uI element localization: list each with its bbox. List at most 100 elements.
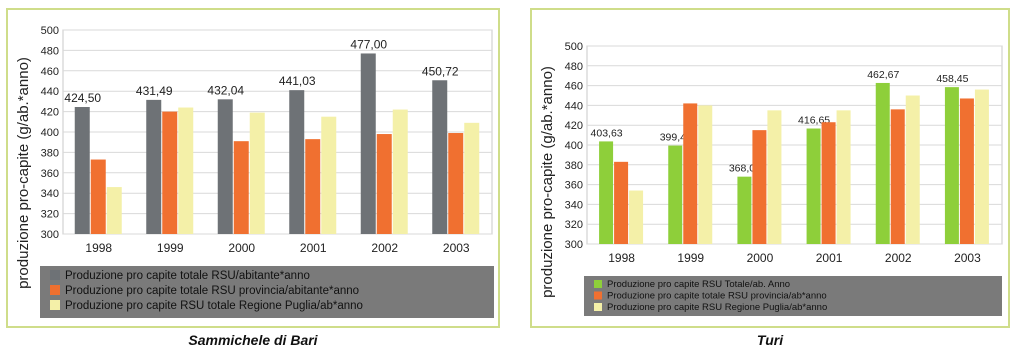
- bar: [162, 111, 178, 234]
- chart-panel-turi: 300 320 340 360 380 400 420 440 460 480 500 produzi…: [530, 8, 1010, 328]
- bar: [305, 139, 321, 234]
- y-tick-label: 480: [565, 61, 583, 73]
- data-label: 441,03: [279, 74, 316, 88]
- bar: [599, 141, 614, 244]
- data-label: 458,45: [936, 73, 968, 85]
- chart-svg-turi: 300 320 340 360 380 400 420 440 460 480 500 produzi…: [539, 41, 1003, 316]
- x-tick-label: 2002: [371, 241, 398, 255]
- bar: [74, 107, 90, 234]
- chart-svg-sammichele: 300 320 340 360 380 400 420 440 460 480 500 produzi…: [15, 25, 494, 318]
- bar: [767, 110, 782, 244]
- legend-label: Produzione pro capite totale RSU provinc…: [65, 285, 359, 297]
- bar: [806, 128, 821, 244]
- legend-label: Produzione pro capite RSU Totale/ab. Ann…: [607, 279, 790, 290]
- bar: [90, 159, 106, 234]
- data-label: 403,63: [591, 127, 623, 139]
- bar: [432, 80, 448, 235]
- bar: [376, 134, 392, 234]
- legend-label: Produzione pro capite RSU totale Regione…: [65, 300, 363, 312]
- y-tick-label: 480: [41, 45, 59, 57]
- y-tick-label: 360: [565, 180, 583, 192]
- bar: [959, 98, 974, 244]
- bar: [360, 53, 376, 235]
- bar: [178, 107, 194, 234]
- legend-swatch: [50, 285, 60, 295]
- x-tick-label: 1998: [85, 241, 112, 255]
- bar: [464, 122, 480, 234]
- legend-box: [584, 276, 1002, 316]
- legend-label: Produzione pro capite totale RSU provinc…: [607, 291, 827, 302]
- y-tick-label: 340: [565, 199, 583, 211]
- data-label: 432,04: [207, 83, 244, 97]
- bar: [698, 105, 713, 245]
- x-tick-label: 2002: [885, 251, 912, 265]
- y-tick-label: 300: [565, 239, 583, 251]
- y-tick-label: 440: [41, 86, 59, 98]
- y-tick-label: 300: [41, 229, 59, 241]
- legend-swatch: [50, 300, 60, 310]
- bar: [683, 103, 698, 244]
- y-tick-label: 460: [565, 81, 583, 93]
- bar: [752, 130, 767, 244]
- bar: [890, 109, 905, 244]
- bar: [836, 110, 851, 244]
- bar: [668, 145, 683, 244]
- bar: [233, 141, 249, 234]
- bar: [448, 133, 464, 234]
- y-tick-label: 460: [41, 66, 59, 78]
- x-tick-label: 1999: [157, 241, 184, 255]
- bar: [905, 95, 920, 244]
- bar: [321, 116, 337, 234]
- data-label: 462,67: [867, 69, 899, 81]
- y-axis-label: produzione pro-capite (g/ab.*anno): [539, 66, 556, 298]
- y-axis-label: produzione pro-capite (g/ab.*anno): [15, 57, 32, 289]
- legend-swatch: [50, 270, 60, 280]
- caption-sammichele: Sammichele di Bari: [188, 332, 318, 348]
- bar: [629, 190, 644, 244]
- data-label: 431,49: [136, 84, 173, 98]
- legend-swatch: [594, 303, 602, 311]
- bar: [944, 87, 959, 245]
- legend-swatch: [594, 280, 602, 288]
- x-tick-label: 2001: [816, 251, 843, 265]
- bar: [392, 109, 408, 234]
- bar: [875, 82, 890, 245]
- x-tick-label: 2000: [747, 251, 774, 265]
- legend-box: [40, 266, 494, 318]
- caption-turi: Turi: [756, 332, 784, 348]
- bar: [249, 112, 265, 234]
- data-label: 424,50: [64, 91, 101, 105]
- y-tick-label: 440: [565, 100, 583, 112]
- bar: [106, 187, 122, 234]
- x-tick-label: 1999: [677, 251, 704, 265]
- x-tick-label: 2003: [443, 241, 470, 255]
- y-tick-label: 320: [565, 219, 583, 231]
- y-tick-label: 400: [565, 140, 583, 152]
- legend-swatch: [594, 291, 602, 300]
- x-tick-label: 2003: [954, 251, 981, 265]
- y-tick-label: 380: [565, 160, 583, 172]
- y-tick-label: 360: [41, 168, 59, 180]
- y-tick-label: 320: [41, 209, 59, 221]
- y-tick-label: 380: [41, 147, 59, 159]
- y-tick-label: 340: [41, 188, 59, 200]
- y-tick-label: 400: [41, 127, 59, 139]
- data-label: 450,72: [422, 64, 459, 78]
- y-tick-label: 500: [41, 25, 59, 37]
- bar: [974, 89, 989, 244]
- y-tick-label: 420: [565, 120, 583, 132]
- bar: [289, 90, 305, 234]
- bar: [821, 122, 836, 244]
- bar: [146, 99, 162, 234]
- x-tick-label: 2000: [228, 241, 255, 255]
- y-tick-label: 420: [41, 107, 59, 119]
- data-label: 477,00: [350, 37, 387, 51]
- bar: [217, 99, 233, 234]
- x-tick-label: 1998: [608, 251, 635, 265]
- bar: [614, 161, 629, 244]
- chart-panel-sammichele: 300 320 340 360 380 400 420 440 460 480 500 produzi…: [6, 8, 500, 328]
- bar: [737, 176, 752, 244]
- x-tick-label: 2001: [300, 241, 327, 255]
- legend-label: Produzione pro capite totale RSU/abitant…: [65, 270, 310, 282]
- legend-label: Produzione pro capite RSU Regione Puglia…: [607, 302, 827, 313]
